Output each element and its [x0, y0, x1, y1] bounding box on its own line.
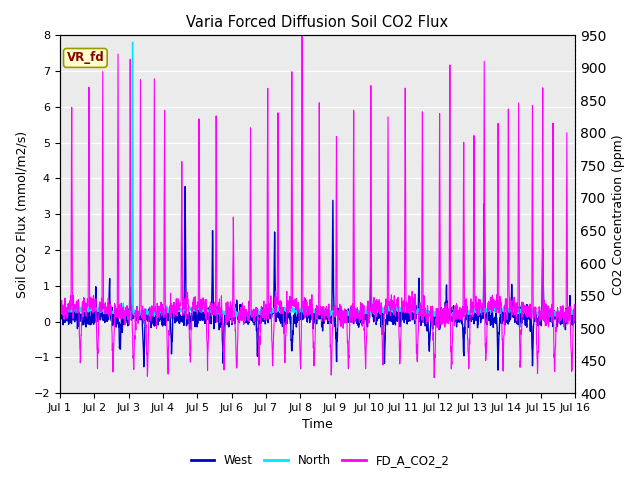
Y-axis label: Soil CO2 Flux (mmol/m2/s): Soil CO2 Flux (mmol/m2/s): [15, 131, 28, 298]
X-axis label: Time: Time: [302, 419, 333, 432]
Title: Varia Forced Diffusion Soil CO2 Flux: Varia Forced Diffusion Soil CO2 Flux: [186, 15, 449, 30]
Text: VR_fd: VR_fd: [67, 51, 104, 64]
Y-axis label: CO2 Concentration (ppm): CO2 Concentration (ppm): [612, 134, 625, 295]
Legend: West, North, FD_A_CO2_2: West, North, FD_A_CO2_2: [186, 449, 454, 472]
